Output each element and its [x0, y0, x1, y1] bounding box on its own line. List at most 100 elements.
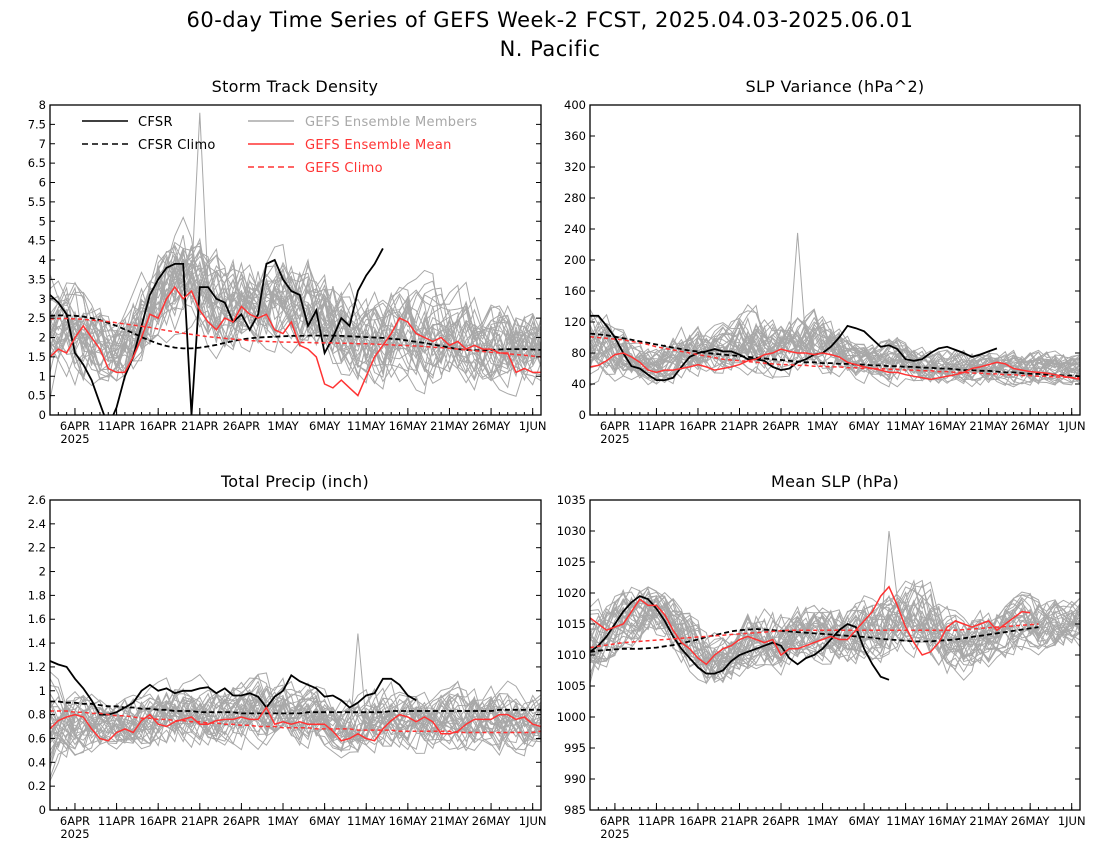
- legend-label-cfsr: CFSR: [138, 115, 173, 130]
- x-tick-label: 6APR: [600, 419, 630, 433]
- y-axis: 0 0.2 0.4 0.6 0.8 1 1.2 1.4 1.6 1.8 2 2.2 2.4 2.6: [28, 493, 541, 817]
- series-line-cfsr-climo: [590, 332, 1080, 378]
- y-tick-label: 240: [564, 222, 586, 236]
- x-tick-label: 21APR: [721, 814, 758, 828]
- series-line-cfsr-climo: [50, 700, 541, 715]
- legend-label-gefs-climo: GEFS Climo: [305, 161, 383, 176]
- y-tick-label: 280: [564, 191, 586, 205]
- y-tick-label: 1.4: [28, 636, 46, 650]
- x-axis: 6APR 11APR 16APR 21APR 26APR 1MAY 6MAY 11MAY 16M…: [589, 408, 1086, 446]
- legend: CFSR CFSR Climo GEFS Ensemble Members GE…: [82, 115, 477, 176]
- y-tick-label: 5.5: [28, 195, 46, 209]
- x-tick-label: 1JUN: [1058, 419, 1086, 433]
- x-tick-label: 16MAY: [389, 419, 429, 433]
- x-tick-label: 16APR: [679, 419, 716, 433]
- ensemble-member-line: [50, 243, 541, 381]
- y-tick-label: 8: [39, 98, 46, 112]
- y-tick-label: 1.6: [28, 612, 46, 626]
- x-tick-label: 21MAY: [430, 814, 470, 828]
- x-tick-label: 6MAY: [309, 419, 341, 433]
- y-tick-label: 5: [39, 214, 46, 228]
- x-tick-label: 1MAY: [267, 814, 299, 828]
- y-tick-label: 1000: [557, 710, 586, 724]
- y-tick-label: 2.2: [28, 541, 46, 555]
- y-tick-label: 2.6: [28, 493, 46, 507]
- y-tick-label: 80: [571, 346, 586, 360]
- ensemble-member-line: [590, 581, 1080, 680]
- x-tick-label: 6APR: [60, 814, 90, 828]
- x-tick-label: 16MAY: [928, 814, 968, 828]
- y-tick-label: 1030: [557, 524, 586, 538]
- series-line-cfsr-climo: [590, 626, 1039, 653]
- x-tick-label: 6MAY: [848, 814, 880, 828]
- series-line-cfsr: [50, 660, 417, 716]
- y-axis: 0 0.5 1 1.5 2 2.5 3 3.5 4 4.5 5 5.5 6 6.5 7 7.5 8: [28, 98, 541, 422]
- y-tick-label: 1: [39, 684, 46, 698]
- x-tick-label: 26APR: [762, 814, 799, 828]
- y-tick-label: 0.4: [28, 755, 46, 769]
- y-tick-label: 1020: [557, 586, 586, 600]
- x-tick-label: 16APR: [139, 419, 176, 433]
- ensemble-member-line: [50, 264, 541, 378]
- x-tick-label: 11MAY: [347, 814, 387, 828]
- x-tick-label: 6APR: [60, 419, 90, 433]
- x-tick-label: 11APR: [98, 419, 135, 433]
- y-tick-label: 1.8: [28, 588, 46, 602]
- plot-area: [590, 232, 1080, 388]
- ensemble-member-line: [50, 633, 541, 738]
- y-tick-label: 6: [39, 176, 46, 190]
- ensemble-member-line: [590, 530, 1080, 670]
- series-line-gefs-climo: [590, 335, 1080, 379]
- plot-area: [50, 633, 541, 782]
- x-tick-label: 6MAY: [309, 814, 341, 828]
- y-tick-label: 0.8: [28, 708, 46, 722]
- ensemble-members: [50, 112, 541, 400]
- ensemble-member-line: [50, 681, 541, 782]
- legend-label-mean: GEFS Ensemble Mean: [305, 138, 452, 153]
- y-tick-label: 320: [564, 160, 586, 174]
- x-tick-label: 1MAY: [807, 419, 839, 433]
- y-tick-label: 2.4: [28, 517, 46, 531]
- y-tick-label: 1: [39, 369, 46, 383]
- x-axis: 6APR 11APR 16APR 21APR 26APR 1MAY 6MAY 11MAY 16M…: [49, 803, 547, 841]
- plot-area: [590, 530, 1080, 685]
- series-line-gefs-climo: [50, 317, 541, 358]
- x-year-label: 2025: [60, 432, 89, 446]
- y-tick-label: 985: [564, 803, 586, 817]
- x-axis: 6APR 11APR 16APR 21APR 26APR 1MAY 6MAY 11MAY 16M…: [49, 408, 547, 446]
- x-tick-label: 21MAY: [969, 419, 1009, 433]
- x-tick-label: 26MAY: [1011, 814, 1051, 828]
- y-tick-label: 1035: [557, 493, 586, 507]
- panel-title: Storm Track Density: [212, 77, 379, 96]
- x-tick-label: 1JUN: [1058, 814, 1086, 828]
- x-tick-label: 1MAY: [267, 419, 299, 433]
- x-year-label: 2025: [600, 432, 629, 446]
- x-tick-label: 11APR: [638, 814, 675, 828]
- ensemble-member-line: [50, 259, 541, 387]
- series-line-gefs-mean: [590, 348, 1080, 381]
- x-tick-label: 26MAY: [472, 419, 512, 433]
- ensemble-member-line: [50, 245, 541, 381]
- y-axis: 985 990 995 1000 1005 1010 1015 1020 1025 1030 103…: [557, 493, 1080, 817]
- ensemble-member-line: [50, 673, 541, 754]
- x-tick-label: 1JUN: [519, 419, 547, 433]
- x-tick-label: 11APR: [98, 814, 135, 828]
- x-tick-label: 1JUN: [519, 814, 547, 828]
- figure-subtitle: N. Pacific: [500, 37, 601, 61]
- x-tick-label: 11MAY: [886, 814, 926, 828]
- x-tick-label: 21MAY: [430, 419, 470, 433]
- y-tick-label: 3: [39, 292, 46, 306]
- ensemble-member-line: [590, 326, 1080, 382]
- y-tick-label: 6.5: [28, 156, 46, 170]
- ensemble-member-line: [590, 597, 1080, 669]
- ensemble-member-line: [590, 325, 1080, 385]
- panel-title: Mean SLP (hPa): [771, 472, 899, 491]
- y-tick-label: 160: [564, 284, 586, 298]
- x-tick-label: 1MAY: [807, 814, 839, 828]
- ensemble-member-line: [50, 269, 541, 373]
- legend-label-cfsr-climo: CFSR Climo: [138, 138, 216, 153]
- series-line-gefs-climo: [590, 623, 1039, 649]
- panel-title: Total Precip (inch): [220, 472, 369, 491]
- ensemble-member-line: [50, 684, 541, 750]
